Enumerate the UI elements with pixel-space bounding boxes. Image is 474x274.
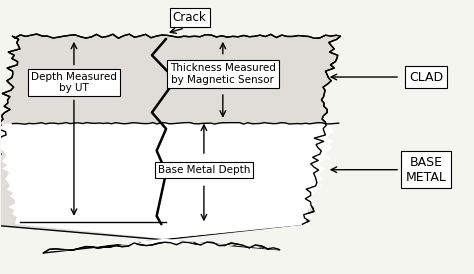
Text: Depth Measured
by UT: Depth Measured by UT (31, 72, 117, 93)
Polygon shape (0, 34, 340, 253)
Text: CLAD: CLAD (409, 70, 443, 84)
Text: Thickness Measured
by Magnetic Sensor: Thickness Measured by Magnetic Sensor (170, 64, 276, 85)
Text: BASE
METAL: BASE METAL (406, 156, 447, 184)
Text: Crack: Crack (173, 11, 207, 24)
Text: Base Metal Depth: Base Metal Depth (158, 165, 250, 175)
Polygon shape (0, 123, 341, 251)
